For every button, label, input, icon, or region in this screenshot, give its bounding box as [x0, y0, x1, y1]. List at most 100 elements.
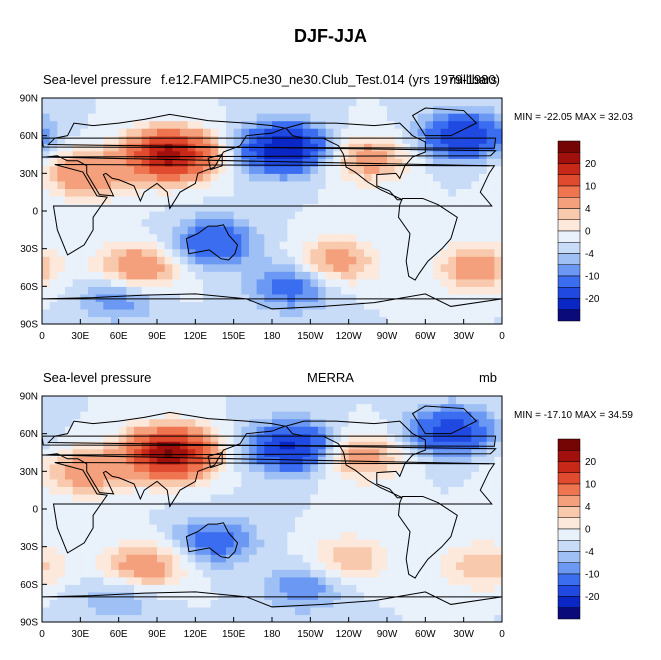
grid-cell	[417, 441, 426, 450]
grid-cell	[425, 226, 434, 235]
grid-cell	[348, 211, 357, 220]
grid-cell	[72, 411, 81, 420]
grid-cell	[241, 531, 250, 540]
grid-cell	[402, 396, 411, 405]
grid-cell	[279, 316, 288, 325]
grid-cell	[164, 278, 173, 287]
grid-cell	[187, 263, 196, 272]
grid-cell	[417, 584, 426, 593]
grid-cell	[348, 143, 357, 152]
grid-cell	[486, 188, 495, 197]
grid-cell	[111, 113, 120, 122]
grid-cell	[325, 531, 334, 540]
grid-cell	[425, 293, 434, 302]
grid-cell	[463, 569, 472, 578]
grid-cell	[141, 418, 150, 427]
grid-cell	[425, 509, 434, 518]
grid-cell	[218, 554, 227, 563]
grid-cell	[80, 493, 89, 503]
grid-cell	[318, 256, 327, 265]
grid-cell	[95, 486, 104, 495]
grid-cell	[233, 433, 242, 442]
grid-cell	[126, 418, 135, 427]
grid-cell	[210, 120, 219, 129]
grid-cell	[425, 448, 434, 457]
grid-cell	[440, 441, 449, 450]
grid-cell	[448, 316, 457, 325]
grid-cell	[264, 433, 273, 442]
grid-cell	[126, 241, 135, 250]
grid-cell	[371, 539, 380, 548]
grid-cell	[387, 418, 396, 427]
grid-cell	[103, 173, 112, 182]
grid-cell	[348, 263, 357, 272]
grid-cell	[410, 263, 419, 272]
grid-cell	[310, 501, 319, 510]
grid-cell	[256, 569, 265, 578]
grid-cell	[126, 456, 135, 465]
grid-cell	[141, 463, 150, 472]
grid-cell	[364, 524, 373, 533]
grid-cell	[256, 286, 265, 295]
grid-cell	[57, 433, 66, 442]
grid-cell	[494, 278, 503, 287]
grid-cell	[172, 501, 181, 510]
grid-cell	[341, 418, 350, 427]
grid-cell	[157, 478, 166, 487]
grid-cell	[379, 188, 388, 197]
grid-cell	[126, 606, 135, 616]
grid-cell	[57, 554, 66, 563]
grid-cell	[57, 195, 66, 205]
grid-cell	[402, 188, 411, 197]
grid-cell	[195, 433, 204, 442]
grid-cell	[157, 120, 166, 129]
grid-cell	[417, 241, 426, 250]
grid-cell	[333, 120, 342, 129]
x-tick-label: 120W	[336, 331, 363, 342]
grid-cell	[118, 606, 127, 616]
grid-cell	[310, 524, 319, 533]
grid-cell	[486, 278, 495, 287]
grid-cell	[348, 509, 357, 518]
grid-cell	[310, 493, 319, 503]
grid-cell	[402, 158, 411, 167]
colorbar-label: -20	[585, 294, 600, 305]
grid-cell	[410, 599, 419, 608]
grid-cell	[287, 433, 296, 442]
grid-cell	[88, 203, 97, 212]
grid-cell	[410, 143, 419, 152]
grid-cell	[371, 135, 380, 144]
grid-cell	[264, 463, 273, 472]
grid-cell	[379, 463, 388, 472]
grid-cell	[164, 396, 173, 405]
grid-cell	[402, 180, 411, 189]
grid-cell	[157, 599, 166, 608]
grid-cell	[164, 158, 173, 167]
grid-cell	[218, 256, 227, 265]
grid-cell	[157, 211, 166, 220]
grid-cell	[57, 456, 66, 465]
grid-cell	[172, 576, 181, 585]
grid-cell	[88, 478, 97, 487]
grid-cell	[187, 308, 196, 318]
grid-cell	[241, 606, 250, 616]
grid-cell	[226, 308, 235, 318]
max-label: MAX = 34.59	[574, 410, 633, 421]
grid-cell	[80, 211, 89, 220]
grid-cell	[256, 486, 265, 495]
grid-cell	[42, 591, 51, 600]
grid-cell	[187, 448, 196, 457]
grid-cell	[402, 531, 411, 540]
grid-cell	[433, 576, 442, 585]
grid-cell	[456, 158, 465, 167]
grid-cell	[371, 486, 380, 495]
grid-cell	[72, 158, 81, 167]
grid-cell	[479, 509, 488, 518]
grid-cell	[433, 396, 442, 405]
grid-cell	[187, 241, 196, 250]
grid-cell	[157, 411, 166, 420]
grid-cell	[463, 158, 472, 167]
grid-cell	[433, 509, 442, 518]
grid-cell	[49, 128, 58, 137]
coastline	[207, 451, 223, 469]
